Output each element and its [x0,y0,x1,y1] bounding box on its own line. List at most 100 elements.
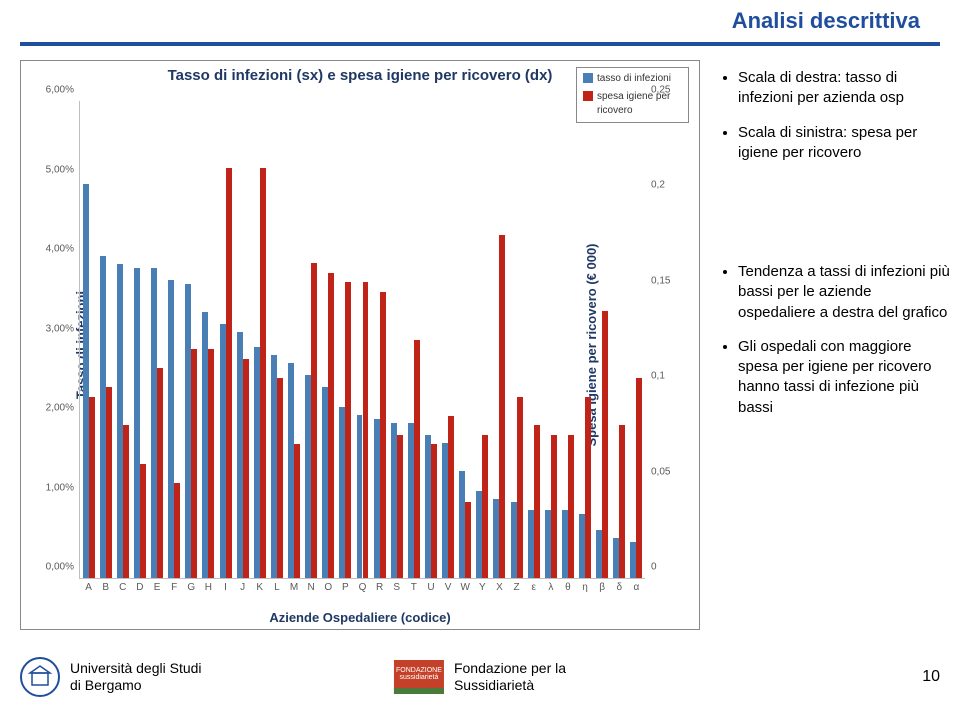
bar-series2 [619,425,625,578]
chart-plot-area: 0,00%1,00%2,00%3,00%4,00%5,00%6,00%00,05… [79,101,645,579]
bar-series2 [174,483,180,578]
x-tick: α [634,578,640,593]
x-tick: ε [531,578,535,593]
x-tick: E [154,578,161,593]
bar-series2 [140,464,146,578]
y1-tick: 5,00% [46,164,80,175]
x-tick: W [460,578,469,593]
bullet-group-bottom: Tendenza a tassi di infezioni più bassi … [720,262,950,432]
x-tick: Y [479,578,486,593]
y1-tick: 1,00% [46,482,80,493]
bullet-3: Tendenza a tassi di infezioni più bassi … [738,262,950,323]
x-tick: C [119,578,126,593]
x-tick: S [393,578,400,593]
x-tick: L [274,578,280,593]
x-tick: D [136,578,143,593]
bar-series2 [636,378,642,578]
bullet-4: Gli ospedali con maggiore spesa per igie… [738,337,950,418]
chart-container: Tasso di infezioni (sx) e spesa igiene p… [20,60,700,630]
bar-series2 [568,435,574,578]
bar-series2 [294,444,300,578]
bar-series2 [517,397,523,578]
x-tick: θ [565,578,571,593]
x-axis-label: Aziende Ospedaliere (codice) [21,610,699,625]
bar-series2 [123,425,129,578]
x-tick: Q [359,578,367,593]
bullet-1: Scala di destra: tasso di infezioni per … [738,68,950,109]
bar-series2 [226,168,232,578]
page-title: Analisi descrittiva [732,8,920,34]
bar-series2 [243,359,249,578]
bullet-2: Scala di sinistra: spesa per igiene per … [738,123,950,164]
legend-swatch-1 [583,73,593,83]
x-tick: η [582,578,588,593]
x-tick: I [224,578,227,593]
bar-series2 [414,340,420,579]
y2-tick: 0 [645,562,657,573]
bar-series2 [260,168,266,578]
footer-uni-text: Università degli Studidi Bergamo [70,660,202,694]
bar-series2 [585,397,591,578]
x-tick: δ [617,578,623,593]
bar-series2 [363,282,369,578]
x-tick: X [496,578,503,593]
bar-series2 [482,435,488,578]
bar-series2 [89,397,95,578]
bar-series2 [328,273,334,578]
y1-tick: 4,00% [46,244,80,255]
bar-series2 [106,387,112,578]
y2-tick: 0,2 [645,180,665,191]
x-tick: β [599,578,605,593]
x-tick: H [205,578,212,593]
bar-series2 [277,378,283,578]
y1-tick: 0,00% [46,562,80,573]
bar-series2 [465,502,471,578]
x-tick: U [427,578,434,593]
foundation-logo-icon: FONDAZIONEsussidiarietà [394,660,444,694]
x-tick: F [171,578,177,593]
x-tick: R [376,578,383,593]
title-underline [20,42,940,46]
bar-series2 [551,435,557,578]
x-tick: Z [514,578,520,593]
bar-series2 [397,435,403,578]
x-tick: O [324,578,332,593]
y2-tick: 0,1 [645,371,665,382]
footer: Università degli Studidi Bergamo FONDAZI… [20,652,940,702]
bar-series2 [534,425,540,578]
bar-series2 [380,292,386,578]
bar-series2 [311,263,317,578]
y2-tick: 0,15 [645,275,670,286]
bullet-group-top: Scala di destra: tasso di infezioni per … [720,68,950,177]
bar-series2 [499,235,505,578]
y2-tick: 0,05 [645,466,670,477]
y2-tick: 0,25 [645,85,670,96]
bar-series2 [191,349,197,578]
x-tick: λ [548,578,553,593]
y1-tick: 6,00% [46,85,80,96]
x-tick: V [445,578,452,593]
x-tick: M [290,578,298,593]
x-tick: N [308,578,315,593]
bar-series2 [431,444,437,578]
x-tick: J [240,578,245,593]
page-number: 10 [922,668,940,686]
bar-series2 [448,416,454,578]
bar-series2 [208,349,214,578]
x-tick: T [411,578,417,593]
x-tick: P [342,578,349,593]
bar-series2 [345,282,351,578]
bar-series2 [602,311,608,578]
y1-tick: 2,00% [46,403,80,414]
x-tick: G [187,578,195,593]
bar-series2 [157,368,163,578]
x-tick: B [102,578,109,593]
y1-tick: 3,00% [46,323,80,334]
footer-fond-text: Fondazione per laSussidiarietà [454,660,566,694]
footer-left: Università degli Studidi Bergamo [20,657,202,697]
footer-center: FONDAZIONEsussidiarietà Fondazione per l… [394,660,566,694]
university-logo-icon [20,657,60,697]
legend-swatch-2 [583,91,593,101]
x-tick: A [85,578,92,593]
x-tick: K [256,578,263,593]
